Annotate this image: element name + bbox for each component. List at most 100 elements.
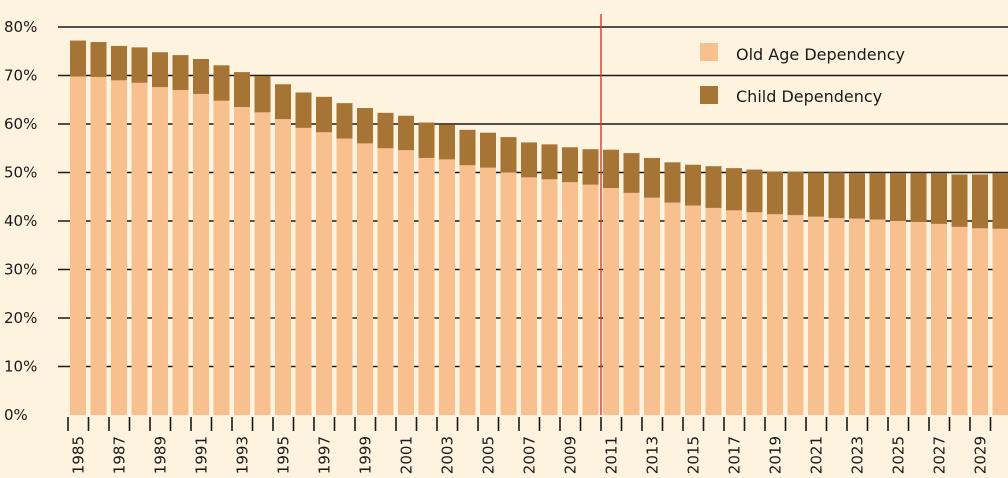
x-tick-label: 1985 <box>69 436 87 474</box>
x-tick-label: 2017 <box>725 436 743 474</box>
bar-child-2029 <box>972 174 988 229</box>
x-tick-label: 2021 <box>807 436 825 474</box>
bar-old-age-2001 <box>398 150 414 415</box>
bar-child-1986 <box>90 42 107 77</box>
x-tick-label: 1987 <box>110 436 128 474</box>
bar-old-age-1997 <box>316 132 332 415</box>
bar-child-2000 <box>377 112 394 149</box>
bar-child-1994 <box>254 75 271 113</box>
bar-old-age-2003 <box>439 159 455 415</box>
bar-child-1985 <box>70 40 86 77</box>
bar-child-1987 <box>111 45 127 81</box>
bar-old-age-2015 <box>685 205 701 415</box>
bar-old-age-1993 <box>234 107 250 416</box>
bar-child-2003 <box>439 124 455 160</box>
x-tick-label: 1993 <box>233 436 251 474</box>
x-tick-label: 1991 <box>192 436 210 474</box>
bar-old-age-2030 <box>992 228 1008 415</box>
y-tick-label: 10% <box>4 358 37 376</box>
bar-child-2005 <box>480 132 496 168</box>
bar-child-2004 <box>459 129 476 166</box>
bar-child-1997 <box>316 96 332 133</box>
bar-child-1998 <box>336 103 353 139</box>
x-tick-label: 2011 <box>602 436 620 474</box>
x-tick-label: 1995 <box>274 436 292 474</box>
bar-old-age-1992 <box>213 100 230 415</box>
bar-old-age-2012 <box>623 192 640 415</box>
bar-child-2006 <box>500 137 517 173</box>
bar-old-age-2028 <box>951 226 968 415</box>
bar-child-2019 <box>767 171 783 215</box>
bar-child-2020 <box>787 172 804 216</box>
bar-child-1989 <box>152 52 168 88</box>
x-tick-label: 2003 <box>438 436 456 474</box>
bar-child-2002 <box>418 122 435 158</box>
bar-child-1988 <box>131 47 148 83</box>
bar-old-age-2016 <box>705 207 722 415</box>
bar-old-age-1995 <box>275 119 291 416</box>
y-tick-label: 40% <box>4 212 37 230</box>
bar-old-age-1989 <box>152 87 168 415</box>
bar-old-age-2014 <box>664 202 681 415</box>
bar-old-age-1987 <box>111 80 127 415</box>
legend-swatch-old-age <box>700 43 718 61</box>
x-tick-label: 2001 <box>397 436 415 474</box>
bar-old-age-2020 <box>787 215 804 415</box>
bar-old-age-1996 <box>295 127 312 415</box>
bar-old-age-2019 <box>767 214 783 415</box>
bar-child-2011 <box>603 149 619 189</box>
x-tick-label: 2019 <box>766 436 784 474</box>
bar-child-2021 <box>808 172 824 217</box>
x-tick-label: 2029 <box>971 436 989 474</box>
y-axis-tick-labels: 0% 10% 20% 30% 40% 50% 60% 70% 80% <box>4 18 37 424</box>
x-tick-label: 1989 <box>151 436 169 474</box>
bar-old-age-1999 <box>357 143 373 415</box>
bar-child-2013 <box>644 157 660 198</box>
x-tick-label: 2015 <box>684 436 702 474</box>
bar-old-age-2010 <box>582 184 599 415</box>
y-tick-label: 60% <box>4 115 37 133</box>
bar-old-age-2021 <box>808 216 824 415</box>
bar-old-age-2004 <box>459 165 476 415</box>
x-tick-label: 2025 <box>889 436 907 474</box>
bar-child-2024 <box>869 172 886 220</box>
bar-child-2009 <box>562 147 578 183</box>
bar-old-age-1994 <box>254 112 271 416</box>
bar-old-age-1985 <box>70 76 86 415</box>
x-tick-label: 2009 <box>561 436 579 474</box>
bar-child-2022 <box>828 172 845 219</box>
bar-child-1995 <box>275 84 291 120</box>
bar-child-2010 <box>582 149 599 185</box>
bar-child-2001 <box>398 115 414 151</box>
bar-old-age-2002 <box>418 157 435 415</box>
bar-old-age-2026 <box>910 221 927 415</box>
bar-old-age-2022 <box>828 218 845 415</box>
bar-old-age-2018 <box>746 212 763 415</box>
bar-old-age-2008 <box>541 179 558 415</box>
bar-old-age-2006 <box>500 172 517 415</box>
bar-old-age-2029 <box>972 228 988 415</box>
y-tick-label: 0% <box>4 406 28 424</box>
bar-child-2025 <box>890 172 906 221</box>
bar-child-1990 <box>172 55 189 91</box>
bar-child-1999 <box>357 107 373 144</box>
bar-old-age-1991 <box>193 93 209 416</box>
x-tick-label: 2005 <box>479 436 497 474</box>
bar-old-age-2027 <box>931 223 947 415</box>
bar-old-age-1986 <box>90 76 107 415</box>
bar-child-1991 <box>193 59 209 94</box>
y-tick-label: 30% <box>4 261 37 279</box>
bar-child-1992 <box>213 65 230 101</box>
bar-child-1996 <box>295 92 312 128</box>
bar-old-age-1988 <box>131 82 148 416</box>
bar-old-age-1998 <box>336 138 353 416</box>
bar-old-age-2005 <box>480 167 496 415</box>
bar-group <box>70 40 1008 416</box>
bar-old-age-2007 <box>521 177 537 415</box>
bar-old-age-1990 <box>172 90 189 416</box>
bar-child-2017 <box>726 168 742 211</box>
bar-child-2015 <box>685 164 701 206</box>
bar-old-age-2017 <box>726 210 742 415</box>
bar-child-2026 <box>910 172 927 222</box>
bar-old-age-2025 <box>890 221 906 415</box>
